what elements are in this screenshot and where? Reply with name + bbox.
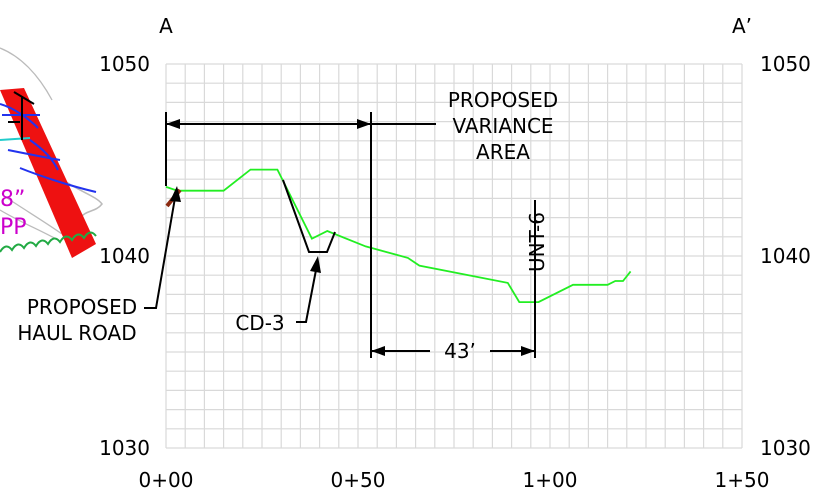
cd3-leader [296, 269, 317, 323]
haul-road-label-line1: PROPOSED [27, 295, 137, 319]
elevation-label-right: 1050 [760, 52, 811, 76]
station-label: 1+00 [523, 468, 578, 492]
inset-blue-linework [0, 103, 97, 193]
variance-area-label-line2: VARIANCE [452, 114, 553, 138]
plan-inset: 8” PP [0, 47, 103, 258]
inset-label-pp: PP [0, 215, 27, 240]
inset-cyan-line [0, 137, 31, 141]
variance-area-label-line3: AREA [476, 140, 530, 164]
unt6-label: UNT-6 [525, 212, 549, 272]
section-end-label: A’ [732, 14, 752, 38]
haul-road-leader [144, 191, 177, 309]
elevation-labels-right: 1050 1040 1030 [760, 52, 811, 460]
inset-black-marks [8, 91, 35, 140]
station-label: 1+50 [715, 468, 770, 492]
variance-area-label-line1: PROPOSED [448, 88, 558, 112]
distance-dimension [371, 292, 536, 358]
elevation-labels-left: 1050 1040 1030 [99, 52, 150, 460]
station-label: 0+50 [331, 468, 386, 492]
distance-label: 43’ [444, 339, 476, 363]
inset-green-scallop [0, 231, 97, 253]
inset-gray-linework [0, 47, 63, 241]
inset-label-8: 8” [0, 187, 25, 212]
elevation-label-right: 1030 [760, 436, 811, 460]
cd3-arrowhead [310, 256, 321, 273]
station-label: 0+00 [139, 468, 194, 492]
elevation-label-left: 1030 [99, 436, 150, 460]
elevation-label-left: 1040 [99, 244, 150, 268]
section-start-label: A [159, 14, 173, 38]
elevation-label-right: 1040 [760, 244, 811, 268]
inset-red-strip [0, 88, 96, 258]
haul-road-arrowhead [170, 186, 181, 202]
cd3-ditch-outline [282, 179, 336, 253]
elevation-label-left: 1050 [99, 52, 150, 76]
cd3-label: CD-3 [235, 311, 284, 335]
station-labels: 0+00 0+50 1+00 1+50 [139, 468, 770, 492]
haul-road-label-line2: HAUL ROAD [17, 321, 136, 345]
variance-area-dimension [165, 112, 436, 358]
elevation-grid [165, 63, 743, 449]
existing-ground-profile [165, 168, 632, 304]
